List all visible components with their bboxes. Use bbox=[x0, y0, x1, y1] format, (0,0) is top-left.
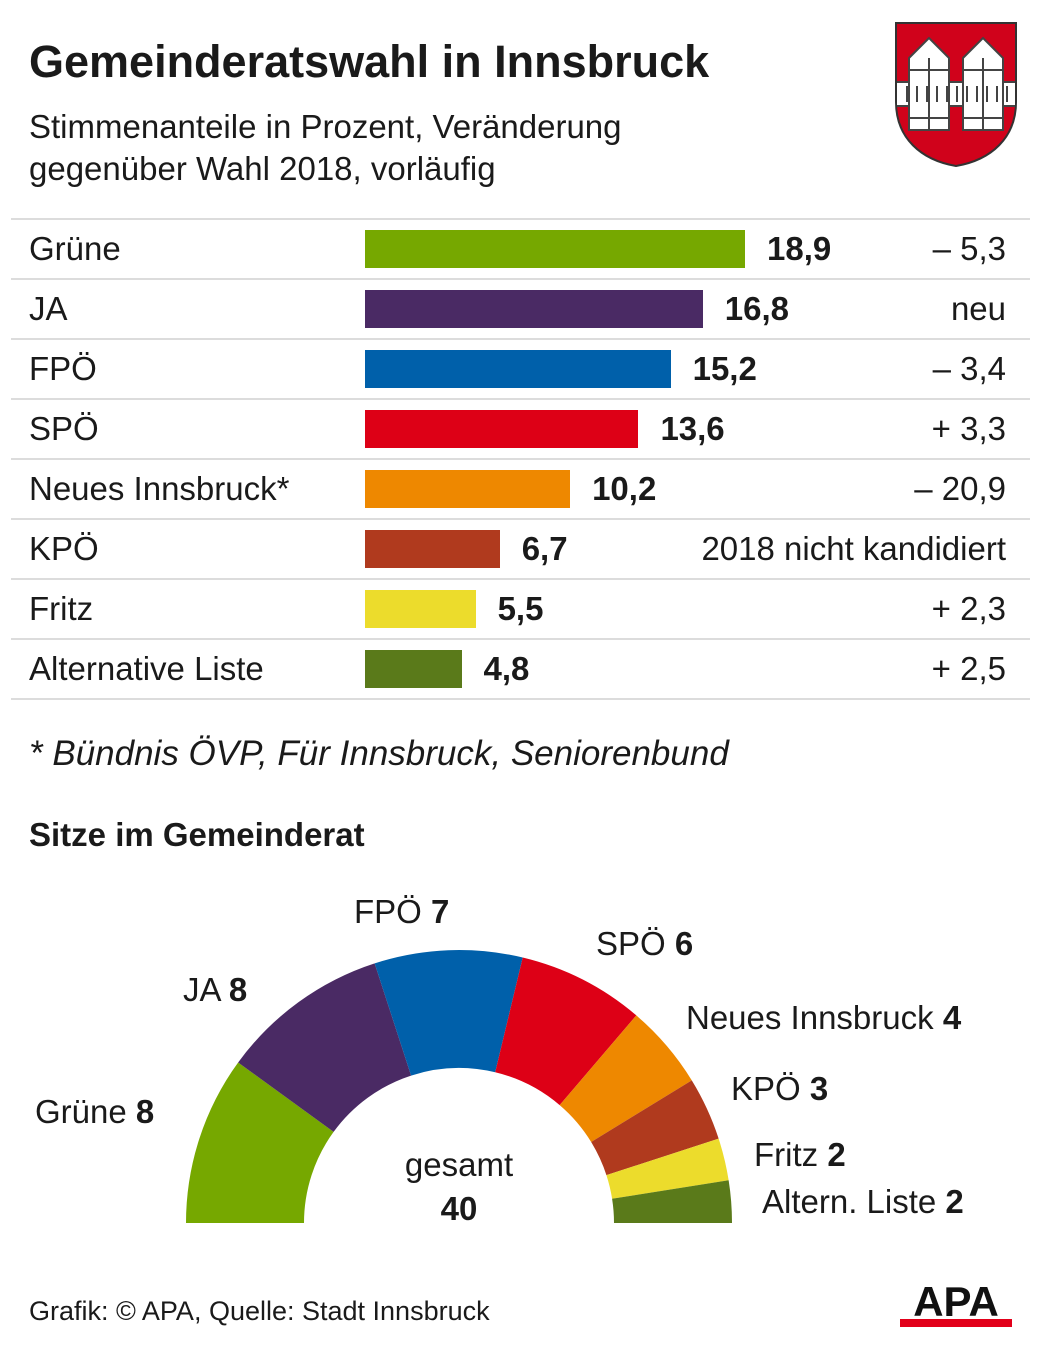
seat-segment bbox=[612, 1180, 732, 1223]
innsbruck-coat-of-arms-icon bbox=[895, 22, 1017, 168]
seat-party-name: Fritz bbox=[754, 1136, 818, 1173]
seats-title: Sitze im Gemeinderat bbox=[29, 816, 365, 853]
seat-party-name: Grüne bbox=[35, 1093, 127, 1130]
bar-label: FPÖ bbox=[29, 350, 97, 387]
seat-count: 4 bbox=[943, 999, 962, 1036]
total-value: 40 bbox=[441, 1190, 478, 1227]
change-label: + 3,3 bbox=[931, 410, 1006, 447]
seat-label: Neues Innsbruck 4 bbox=[686, 999, 962, 1036]
bar-row: FPÖ 15,2 – 3,4 bbox=[11, 338, 1030, 398]
bar-value-label: 10,2 bbox=[592, 470, 657, 507]
seat-label: Altern. Liste 2 bbox=[762, 1183, 964, 1220]
seat-segment bbox=[559, 1015, 692, 1143]
change-label: – 5,3 bbox=[932, 230, 1006, 267]
source-credit: Grafik: © APA, Quelle: Stadt Innsbruck bbox=[29, 1296, 490, 1326]
seat-segment bbox=[238, 963, 412, 1132]
seat-count: 6 bbox=[675, 925, 693, 962]
bar-value-label: 4,8 bbox=[483, 650, 530, 687]
vote-share-bar-chart: Grüne 18,9 – 5,3 JA 16,8 neu FPÖ 15,2 – 3,4 SPÖ 13… bbox=[11, 218, 1030, 700]
bar-label: KPÖ bbox=[29, 530, 99, 567]
chart-subtitle: Stimmenanteile in Prozent, Veränderung g… bbox=[29, 106, 789, 190]
seat-segment bbox=[495, 957, 637, 1106]
seat-count: 3 bbox=[810, 1070, 828, 1107]
bar bbox=[365, 590, 476, 628]
bar bbox=[365, 350, 671, 388]
bar-label: SPÖ bbox=[29, 410, 99, 447]
seat-label: JA 8 bbox=[183, 971, 247, 1008]
bar-label: Grüne bbox=[29, 230, 121, 267]
bar-value-label: 15,2 bbox=[692, 350, 757, 387]
seat-segment bbox=[606, 1138, 729, 1199]
bar bbox=[365, 650, 462, 688]
bar-label: JA bbox=[29, 290, 68, 327]
total-label: gesamt bbox=[405, 1146, 513, 1183]
change-label: + 2,5 bbox=[931, 650, 1006, 687]
seat-segment bbox=[591, 1080, 719, 1176]
bar-row: KPÖ 6,7 2018 nicht kandidiert bbox=[11, 518, 1030, 578]
footnote: * Bündnis ÖVP, Für Innsbruck, Seniorenbu… bbox=[29, 734, 729, 773]
seat-count: 8 bbox=[136, 1093, 154, 1130]
bar-row: SPÖ 13,6 + 3,3 bbox=[11, 398, 1030, 458]
bar-row: Grüne 18,9 – 5,3 bbox=[11, 218, 1030, 278]
apa-logo-text: APA bbox=[913, 1280, 999, 1325]
bar-row: Alternative Liste 4,8 + 2,5 bbox=[11, 638, 1030, 700]
bar bbox=[365, 530, 500, 568]
bar-label: Fritz bbox=[29, 590, 94, 627]
bar bbox=[365, 470, 571, 508]
bar-value-label: 18,9 bbox=[767, 230, 832, 267]
seat-label: Fritz 2 bbox=[754, 1136, 846, 1173]
bar bbox=[365, 230, 745, 268]
seat-party-name: Neues Innsbruck bbox=[686, 999, 934, 1036]
seat-count: 2 bbox=[945, 1183, 963, 1220]
chart-title: Gemeinderatswahl in Innsbruck bbox=[29, 36, 710, 87]
seat-party-name: SPÖ bbox=[596, 925, 666, 962]
subtitle-line-2: gegenüber Wahl 2018, vorläufig bbox=[29, 150, 496, 187]
seat-party-name: FPÖ bbox=[354, 893, 422, 930]
seat-segment bbox=[186, 1062, 334, 1223]
change-label: – 20,9 bbox=[914, 470, 1006, 507]
seat-count: 7 bbox=[431, 893, 449, 930]
bar-label: Alternative Liste bbox=[29, 650, 264, 687]
bar-value-label: 5,5 bbox=[497, 590, 544, 627]
bar-label: Neues Innsbruck* bbox=[29, 470, 290, 507]
bar-value-label: 16,8 bbox=[724, 290, 789, 327]
seat-label: KPÖ 3 bbox=[731, 1070, 828, 1107]
seat-count: 2 bbox=[827, 1136, 845, 1173]
seat-label: SPÖ 6 bbox=[596, 925, 693, 962]
bar-row: Neues Innsbruck* 10,2 – 20,9 bbox=[11, 458, 1030, 518]
bar-row: JA 16,8 neu bbox=[11, 278, 1030, 338]
apa-logo: APA bbox=[900, 1280, 1012, 1327]
seat-label: Grüne 8 bbox=[35, 1093, 154, 1130]
seat-party-name: JA bbox=[183, 971, 222, 1008]
seat-party-name: KPÖ bbox=[731, 1070, 801, 1107]
bar bbox=[365, 290, 703, 328]
change-label: + 2,3 bbox=[931, 590, 1006, 627]
bar-value-label: 6,7 bbox=[521, 530, 568, 567]
bar bbox=[365, 410, 639, 448]
seat-party-name: Altern. Liste bbox=[762, 1183, 936, 1220]
seat-count: 8 bbox=[229, 971, 247, 1008]
change-label: 2018 nicht kandidiert bbox=[701, 530, 1006, 567]
change-label: – 3,4 bbox=[932, 350, 1006, 387]
bar-row: Fritz 5,5 + 2,3 bbox=[11, 578, 1030, 638]
subtitle-line-1: Stimmenanteile in Prozent, Veränderung bbox=[29, 108, 622, 145]
seat-label: FPÖ 7 bbox=[354, 893, 449, 930]
seat-segment bbox=[374, 950, 523, 1076]
bar-value-label: 13,6 bbox=[660, 410, 725, 447]
change-label: neu bbox=[950, 290, 1006, 327]
